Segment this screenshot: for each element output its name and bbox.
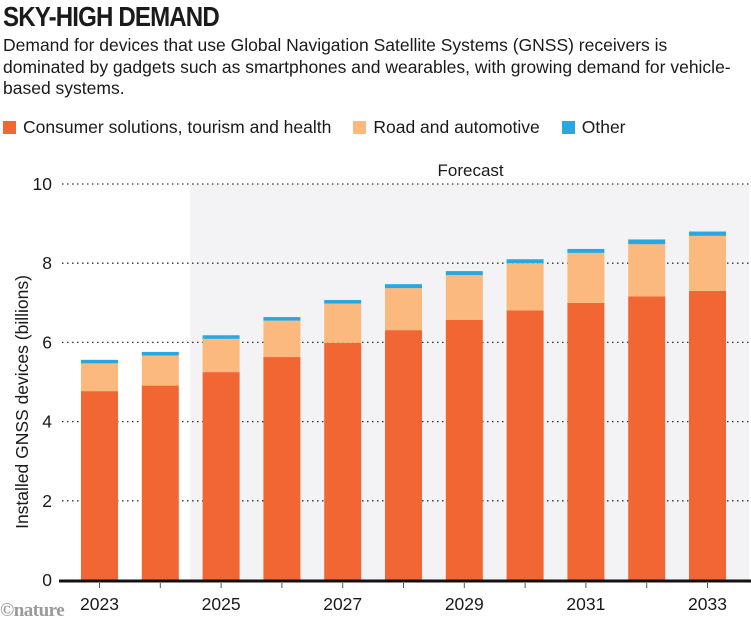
bar-segment-road xyxy=(689,235,726,291)
legend-item-road: Road and automotive xyxy=(353,117,540,138)
nature-logo: ©nature xyxy=(0,600,65,621)
bar-segment-consumer xyxy=(81,391,118,580)
bar-segment-consumer xyxy=(263,357,301,580)
legend-label-other: Other xyxy=(581,117,626,137)
bar-segment-road xyxy=(324,303,362,343)
bar-segment-consumer xyxy=(567,302,605,580)
bar-segment-other xyxy=(324,300,362,304)
bar-segment-road xyxy=(263,320,301,358)
bar-segment-other xyxy=(385,284,422,289)
chart-subtitle: Demand for devices that use Global Navig… xyxy=(3,35,731,98)
legend-swatch-road xyxy=(353,121,367,134)
legend-swatch-other xyxy=(561,121,575,134)
bar-segment-consumer xyxy=(202,372,240,580)
bar-segment-other xyxy=(567,248,605,253)
bar-segment-consumer xyxy=(141,385,179,580)
bar-segment-other xyxy=(506,259,544,264)
bar-segment-other xyxy=(202,335,240,339)
bar-segment-road xyxy=(445,275,483,320)
y-tick-label: 0 xyxy=(42,570,52,590)
legend-label-consumer: Consumer solutions, tourism and health xyxy=(23,117,332,137)
bar-segment-other xyxy=(81,359,118,364)
x-tick-label: 2027 xyxy=(323,594,362,614)
bar-segment-other xyxy=(445,271,483,276)
chart-title: SKY-HIGH DEMAND xyxy=(3,1,220,32)
x-tick-label: 2029 xyxy=(445,594,484,614)
bar-segment-consumer xyxy=(506,310,544,580)
bar-segment-other xyxy=(263,317,301,321)
bar-segment-road xyxy=(81,363,118,392)
bar-segment-other xyxy=(689,231,726,236)
bar-segment-road xyxy=(567,252,605,303)
legend-label-road: Road and automotive xyxy=(373,117,540,137)
legend-item-other: Other xyxy=(561,117,626,138)
y-tick-label: 10 xyxy=(33,174,53,194)
y-axis-label: Installed GNSS devices (billions) xyxy=(12,275,32,529)
forecast-label: Forecast xyxy=(438,161,504,180)
x-tick-label: 2025 xyxy=(202,594,241,614)
legend-item-consumer: Consumer solutions, tourism and health xyxy=(3,117,331,138)
bar-segment-consumer xyxy=(385,330,422,580)
legend-swatch-consumer xyxy=(3,121,16,134)
bar-segment-other xyxy=(628,239,666,245)
bar-segment-road xyxy=(202,338,240,373)
y-tick-label: 2 xyxy=(42,491,52,511)
bar-segment-road xyxy=(141,355,179,386)
bar-segment-consumer xyxy=(324,342,362,580)
x-tick-label: 2031 xyxy=(566,594,605,614)
legend: Consumer solutions, tourism and health R… xyxy=(3,117,648,138)
bar-segment-consumer xyxy=(689,290,726,580)
bar-segment-road xyxy=(506,263,544,311)
bar-segment-road xyxy=(385,288,422,331)
bar-segment-consumer xyxy=(628,296,666,580)
bar-segment-consumer xyxy=(445,319,483,580)
y-tick-label: 4 xyxy=(42,412,52,432)
x-tick-label: 2023 xyxy=(80,594,119,614)
bar-segment-road xyxy=(628,244,666,297)
bar-segment-other xyxy=(141,351,179,356)
y-tick-label: 8 xyxy=(42,253,52,273)
x-tick-label: 2033 xyxy=(688,594,727,614)
y-tick-label: 6 xyxy=(42,332,52,352)
